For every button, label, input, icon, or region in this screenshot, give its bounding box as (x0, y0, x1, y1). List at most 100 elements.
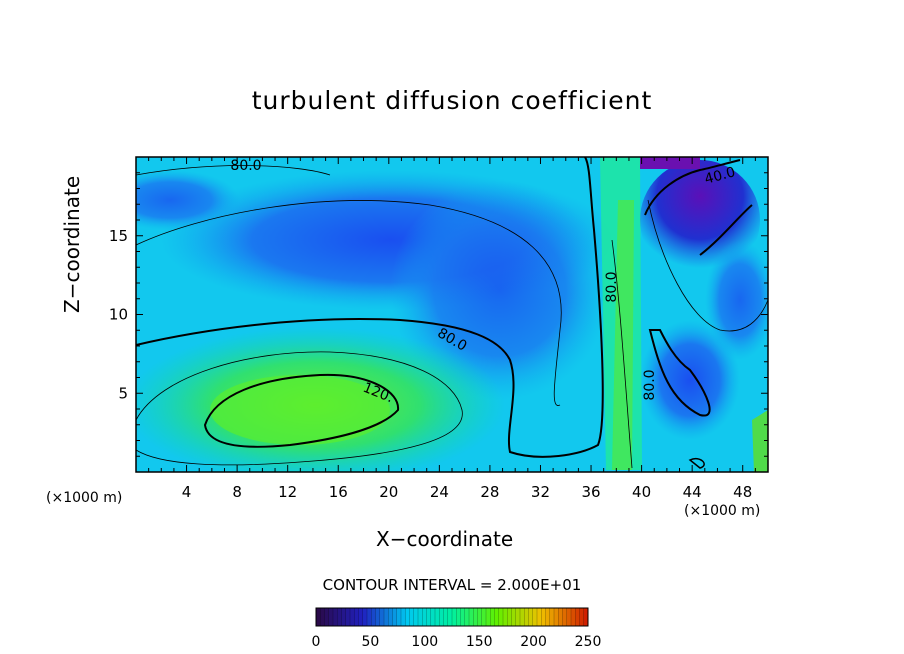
x-tick-label: 8 (232, 483, 242, 501)
contour-label: 80.0 (642, 369, 658, 400)
heatmap-field (136, 157, 768, 472)
x-tick-label: 4 (182, 483, 192, 501)
y-axis: 5 10 15 (109, 172, 768, 457)
colorbar-cell (507, 608, 512, 626)
colorbar-cell (401, 608, 406, 626)
x-tick-label: 28 (480, 483, 499, 501)
chart-title: turbulent diffusion coefficient (251, 86, 653, 115)
colorbar-cell (409, 608, 415, 626)
colorbar-cell (566, 608, 572, 626)
colorbar-cell (558, 608, 563, 626)
y-tick-label: 5 (118, 384, 128, 402)
colorbar-cell (345, 608, 351, 626)
colorbar-cell (362, 608, 368, 626)
contour-label: 80.0 (604, 271, 620, 302)
colorbar-tick-label: 0 (312, 634, 321, 650)
colorbar-tick-label: 200 (520, 634, 547, 650)
colorbar-cell (528, 608, 534, 626)
colorbar-cell (537, 608, 542, 626)
contour-label: 40.0 (703, 164, 737, 188)
x-tick-label: 36 (581, 483, 600, 501)
colorbar-cell (375, 608, 381, 626)
colorbar-cell (503, 608, 508, 626)
colorbar-tick-label: 50 (361, 634, 379, 650)
colorbar-cell (520, 608, 525, 626)
colorbar-cell (422, 608, 427, 626)
x-unit-left: (×1000 m) (46, 490, 123, 506)
colorbar-cell (494, 608, 500, 626)
colorbar-cell (413, 608, 419, 626)
colorbar-cell (328, 608, 334, 626)
colorbar-cell (452, 608, 457, 626)
colorbar-cell (379, 608, 385, 626)
y-tick-label: 10 (109, 306, 128, 324)
colorbar-cell (405, 608, 410, 626)
x-unit-right: (×1000 m) (684, 503, 761, 519)
colorbar-tick-label: 100 (411, 634, 438, 650)
contour-interval-text: CONTOUR INTERVAL = 2.000E+01 (322, 576, 582, 594)
x-axis-label: X−coordinate (376, 527, 514, 551)
colorbar-cell (532, 608, 538, 626)
colorbar-cell (341, 608, 347, 626)
colorbar-cell (562, 608, 568, 626)
colorbar-cell (549, 608, 555, 626)
colorbar-cell (524, 608, 529, 626)
x-tick-label: 48 (733, 483, 752, 501)
colorbar-cell (426, 608, 432, 626)
colorbar-cell (464, 608, 470, 626)
colorbar-cell (545, 608, 551, 626)
x-axis: 4 8 12 16 20 24 28 32 36 40 44 48 (148, 157, 756, 501)
colorbar-cell (367, 608, 372, 626)
x-tick-label: 40 (632, 483, 651, 501)
colorbar-cell (435, 608, 440, 626)
colorbar-cell (316, 608, 321, 626)
colorbar-cell (371, 608, 376, 626)
colorbar-cell (583, 608, 589, 626)
colorbar-cell (396, 608, 402, 626)
colorbar-cell (320, 608, 325, 626)
colorbar-cell (447, 608, 453, 626)
colorbar-cell (469, 608, 474, 626)
colorbar-cell (575, 608, 580, 626)
colorbar-cell (324, 608, 330, 626)
x-tick-label: 32 (531, 483, 550, 501)
colorbar-cell (384, 608, 389, 626)
colorbar-cell (481, 608, 487, 626)
colorbar-cell (392, 608, 398, 626)
colorbar-cell (443, 608, 449, 626)
colorbar-cell (388, 608, 393, 626)
colorbar-cell (358, 608, 364, 626)
colorbar-cell (456, 608, 461, 626)
x-tick-label: 12 (278, 483, 297, 501)
colorbar-tick-label: 150 (466, 634, 493, 650)
colorbar-cell (571, 608, 576, 626)
colorbar-cell (541, 608, 546, 626)
colorbar-cell (515, 608, 521, 626)
x-tick-label: 24 (430, 483, 449, 501)
contour-label: 80.0 (230, 158, 261, 174)
colorbar: 0 50 100 150 200 250 (312, 607, 602, 650)
colorbar-cell (333, 608, 338, 626)
colorbar-cell (554, 608, 559, 626)
colorbar-cell (350, 608, 355, 626)
colorbar-cell (418, 608, 423, 626)
x-tick-label: 44 (683, 483, 702, 501)
colorbar-cell (511, 608, 517, 626)
colorbar-tick-label: 250 (575, 634, 602, 650)
colorbar-frame (315, 607, 589, 627)
colorbar-cell (486, 608, 491, 626)
y-tick-label: 15 (109, 227, 128, 245)
colorbar-cell (498, 608, 504, 626)
x-tick-label: 20 (379, 483, 398, 501)
colorbar-cell (430, 608, 436, 626)
colorbar-cell (477, 608, 483, 626)
colorbar-cell (354, 608, 359, 626)
colorbar-cell (460, 608, 466, 626)
colorbar-cell (473, 608, 478, 626)
x-tick-label: 16 (329, 483, 348, 501)
colorbar-cell (490, 608, 495, 626)
colorbar-cell (337, 608, 342, 626)
y-axis-label: Z−coordinate (60, 175, 84, 313)
colorbar-cell (579, 608, 585, 626)
